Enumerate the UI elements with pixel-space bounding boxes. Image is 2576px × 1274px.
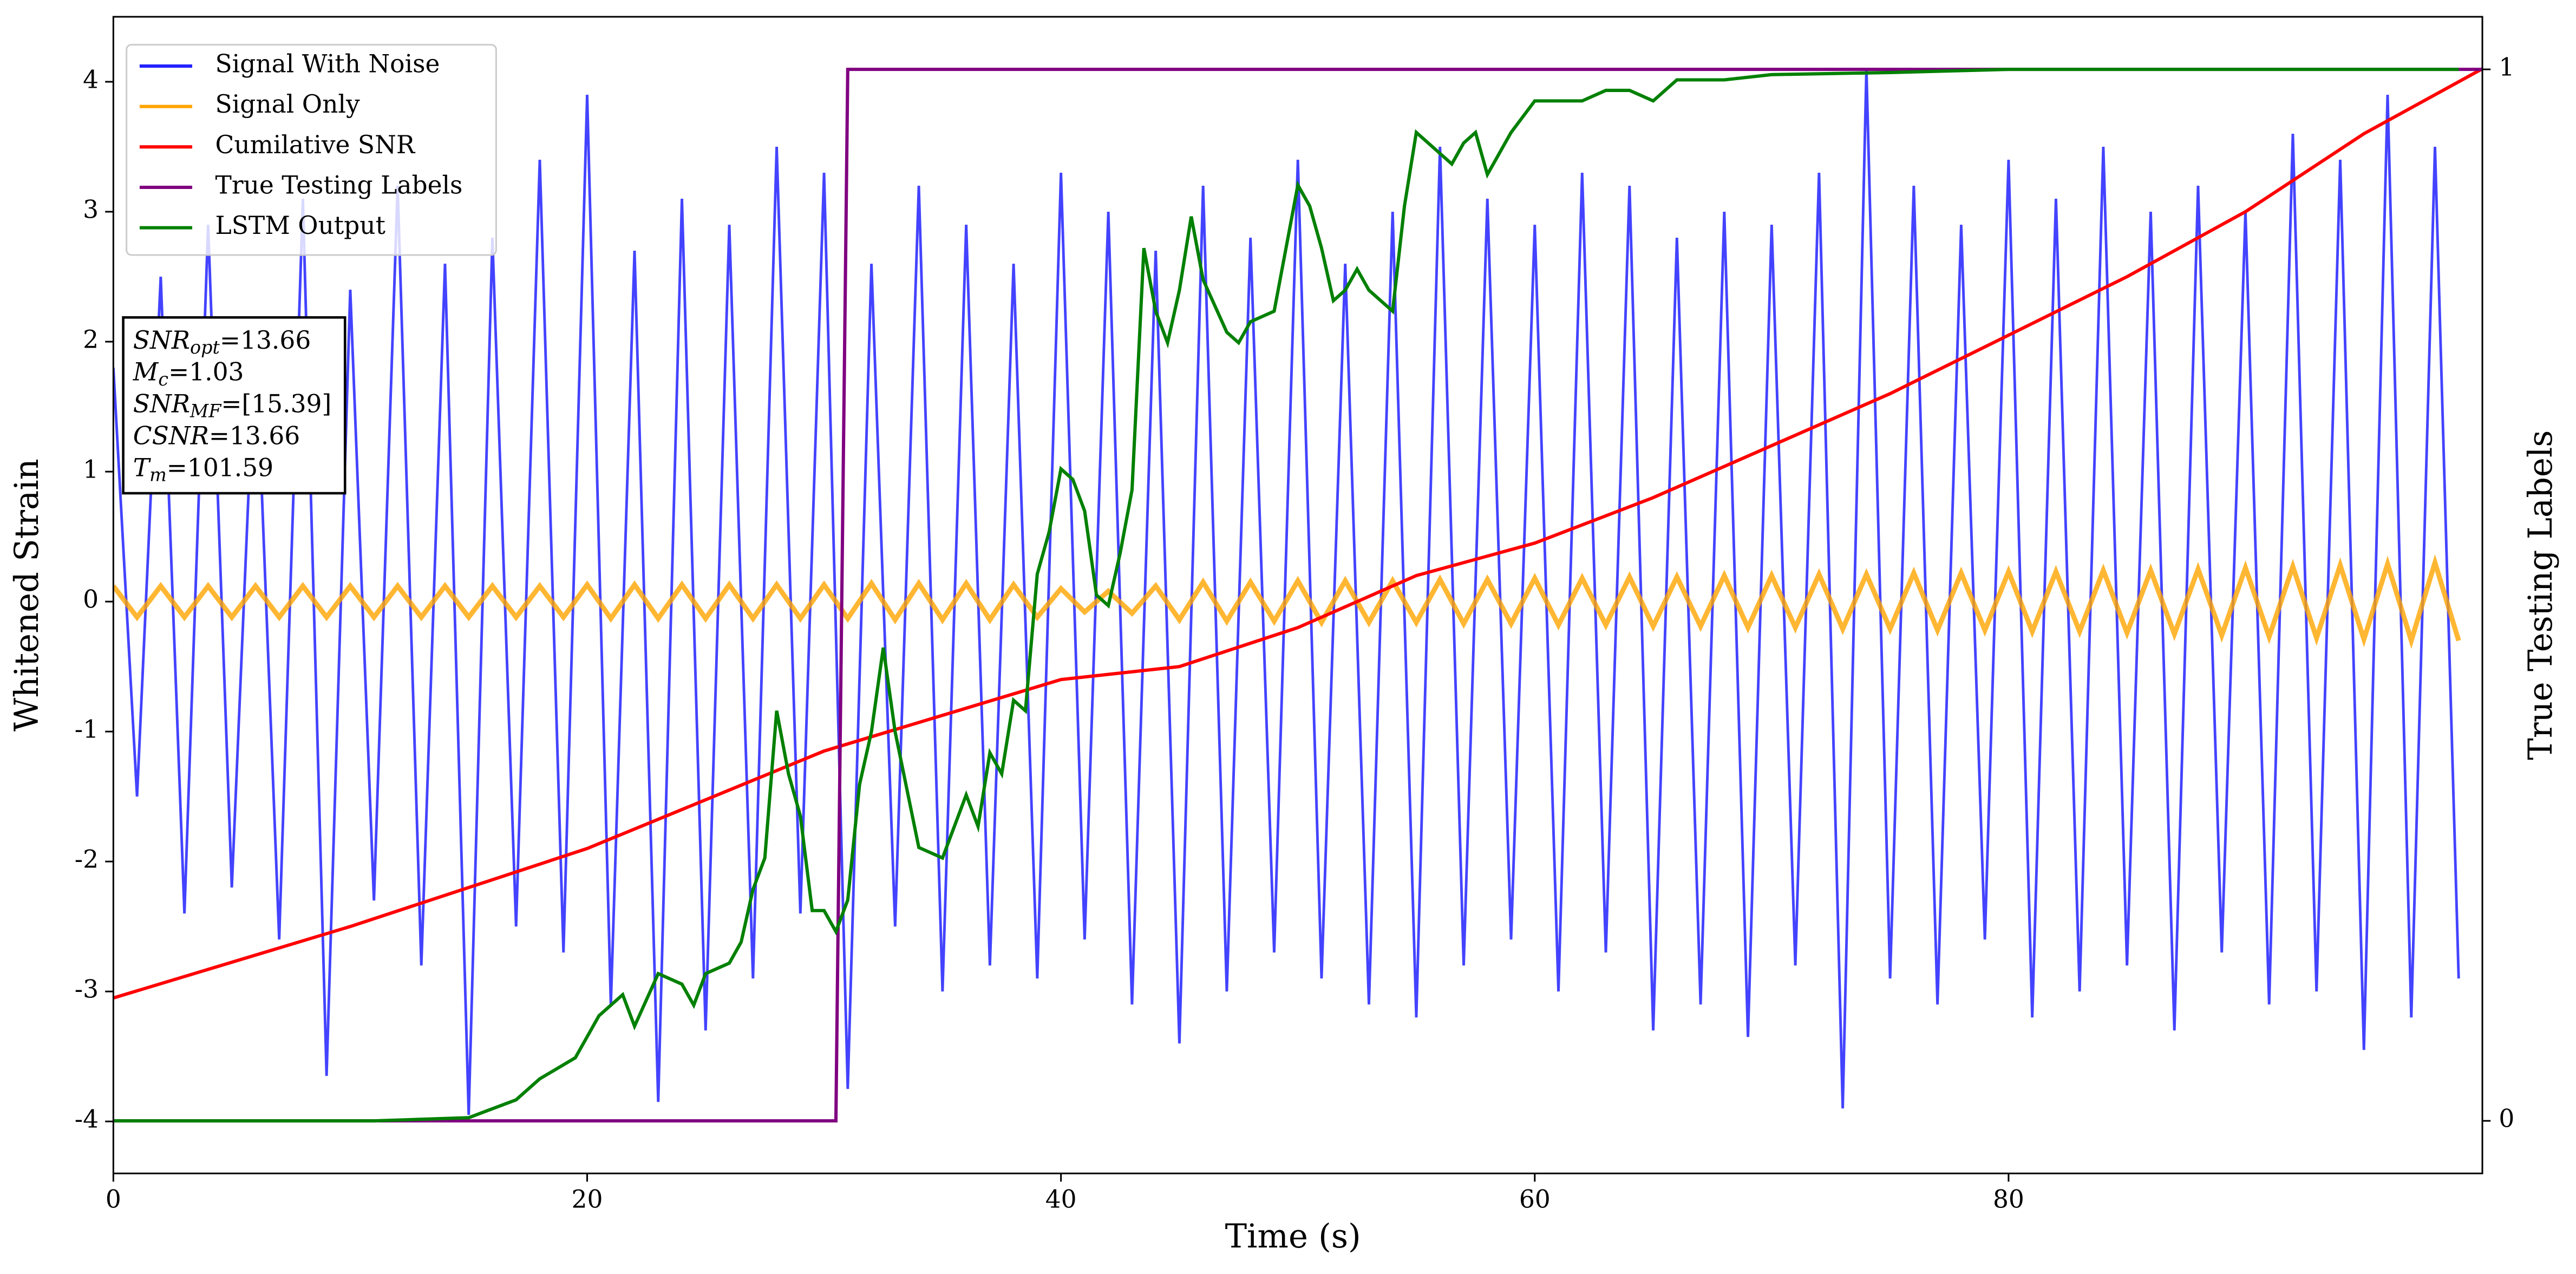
annotation-symbol: SNR — [133, 325, 190, 354]
annotation-symbol: SNR — [133, 389, 190, 418]
annotation-value: =101.59 — [167, 453, 273, 482]
x-tick-label: 40 — [1045, 1185, 1077, 1213]
y-tick-label: 1 — [83, 455, 99, 484]
axes-frame — [112, 16, 2483, 1174]
y-tick-label: 3 — [83, 195, 99, 224]
annotation-line: Tm=101.59 — [133, 453, 273, 486]
y-tick-label: -1 — [75, 715, 99, 744]
y-tick-label: 0 — [83, 585, 99, 614]
y-tick-label: -4 — [75, 1105, 99, 1134]
y-tick-label: 2 — [83, 325, 99, 354]
annotation-symbol: T — [133, 453, 152, 482]
annotation-box — [122, 316, 346, 495]
annotation-symbol: CSNR — [133, 421, 209, 450]
legend-label: Cumilative SNR — [215, 130, 416, 159]
y-tick-label: 4 — [83, 66, 99, 94]
x-tick-label: 60 — [1519, 1185, 1551, 1213]
annotation-value: =1.03 — [168, 357, 244, 386]
series-line — [113, 554, 2461, 649]
y-axis-label: Whitened Strain — [8, 459, 46, 731]
annotation-value: =13.66 — [209, 421, 300, 450]
annotation-subscript: m — [149, 464, 167, 485]
annotation-subscript: c — [158, 369, 168, 390]
annotation-line: SNRMF=[15.39] — [133, 389, 331, 422]
plot-area — [113, 67, 2483, 1123]
annotation-subscript: opt — [190, 337, 220, 358]
x-tick-label: 20 — [572, 1185, 603, 1213]
series-line — [113, 67, 2483, 1000]
legend-label: Signal With Noise — [215, 50, 440, 79]
y2-tick-label: 0 — [2499, 1105, 2514, 1133]
x-axis-label: Time (s) — [1225, 1218, 1361, 1256]
annotation-line: CSNR=13.66 — [133, 421, 300, 450]
annotation-line: Mc=1.03 — [133, 357, 244, 390]
y2-axis-label: True Testing Labels — [2522, 430, 2560, 760]
legend-label: Signal Only — [215, 90, 360, 119]
annotation-line: SNRopt=13.66 — [133, 325, 311, 358]
legend-box — [126, 44, 497, 256]
annotation-subscript: MF — [189, 401, 222, 422]
y2-tick-label: 1 — [2499, 53, 2514, 82]
annotation-value: =[15.39] — [221, 389, 331, 418]
x-tick-label: 0 — [106, 1185, 121, 1213]
series-line — [113, 68, 2483, 1123]
x-tick-label: 80 — [1993, 1185, 2024, 1213]
legend-label: LSTM Output — [215, 211, 385, 240]
y-tick-label: -2 — [75, 845, 99, 874]
y-tick-label: -3 — [75, 975, 99, 1004]
annotation-value: =13.66 — [220, 325, 311, 354]
legend-label: True Testing Labels — [215, 171, 463, 199]
annotation-symbol: M — [133, 357, 159, 386]
series-line — [113, 68, 2459, 1123]
